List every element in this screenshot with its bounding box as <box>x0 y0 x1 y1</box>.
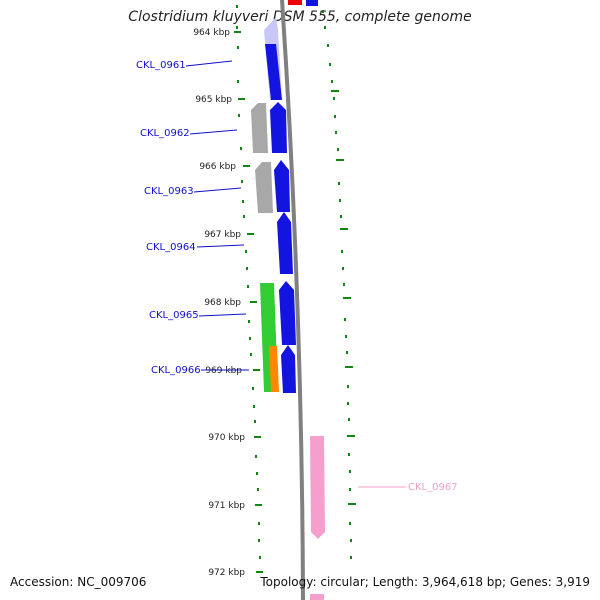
gene-label-CKL_0962: CKL_0962 <box>140 128 190 139</box>
gray-gene-1 <box>251 103 268 153</box>
gene-arrow-CKL_0963 <box>274 160 290 212</box>
gene-label-CKL_0961: CKL_0961 <box>136 60 186 71</box>
gene-arrow-CKL_0965 <box>279 281 296 345</box>
right-dotted-track <box>322 10 352 559</box>
tick-label-966: 966 kbp <box>199 162 236 172</box>
left-dotted-track <box>236 5 261 559</box>
tick-label-970: 970 kbp <box>208 433 245 443</box>
gene-arrow-CKL_0964 <box>277 212 293 274</box>
genome-title: Clostridium kluyveri DSM 555, complete g… <box>128 9 472 25</box>
right-major-ticks <box>331 90 356 505</box>
gene-arrow-CKL_0962 <box>270 102 287 153</box>
genome-backbone <box>280 0 305 600</box>
gene-label-CKL_0966: CKL_0966 <box>151 365 201 376</box>
accession-text: Accession: NC_009706 <box>10 575 147 589</box>
gray-genes <box>251 103 273 213</box>
gene-labels: CKL_0961 CKL_0962 CKL_0963 CKL_0964 CKL_… <box>136 60 458 493</box>
tick-label-965: 965 kbp <box>195 95 232 105</box>
tick-label-964: 964 kbp <box>193 28 230 38</box>
gray-gene-2 <box>255 162 273 213</box>
tick-label-971: 971 kbp <box>208 501 245 511</box>
blue-genes <box>264 17 296 393</box>
tick-label-969: 969 kbp <box>205 366 242 376</box>
tick-label-972: 972 kbp <box>208 568 245 578</box>
scale-labels: 964 kbp 965 kbp 966 kbp 967 kbp 968 kbp … <box>193 28 245 578</box>
partial-blue-feature <box>306 0 318 6</box>
scale-ticks <box>234 31 263 573</box>
gene-label-CKL_0963: CKL_0963 <box>144 186 194 197</box>
gene-label-CKL_0964: CKL_0964 <box>146 242 196 253</box>
gene-arrow-CKL_0967 <box>310 436 325 539</box>
gene-leader-lines <box>185 60 406 488</box>
gene-arrow-CKL_0961-body <box>265 44 282 100</box>
tick-label-968: 968 kbp <box>204 298 241 308</box>
gene-arrow-CKL_0966 <box>281 345 296 393</box>
gene-label-CKL_0965: CKL_0965 <box>149 310 199 321</box>
partial-red-feature <box>288 0 302 5</box>
orange-gene <box>269 346 279 392</box>
partial-pink-feature <box>310 594 324 600</box>
gene-label-CKL_0967: CKL_0967 <box>408 482 458 493</box>
tick-label-967: 967 kbp <box>204 230 241 240</box>
genome-stats-text: Topology: circular; Length: 3,964,618 bp… <box>260 575 590 589</box>
